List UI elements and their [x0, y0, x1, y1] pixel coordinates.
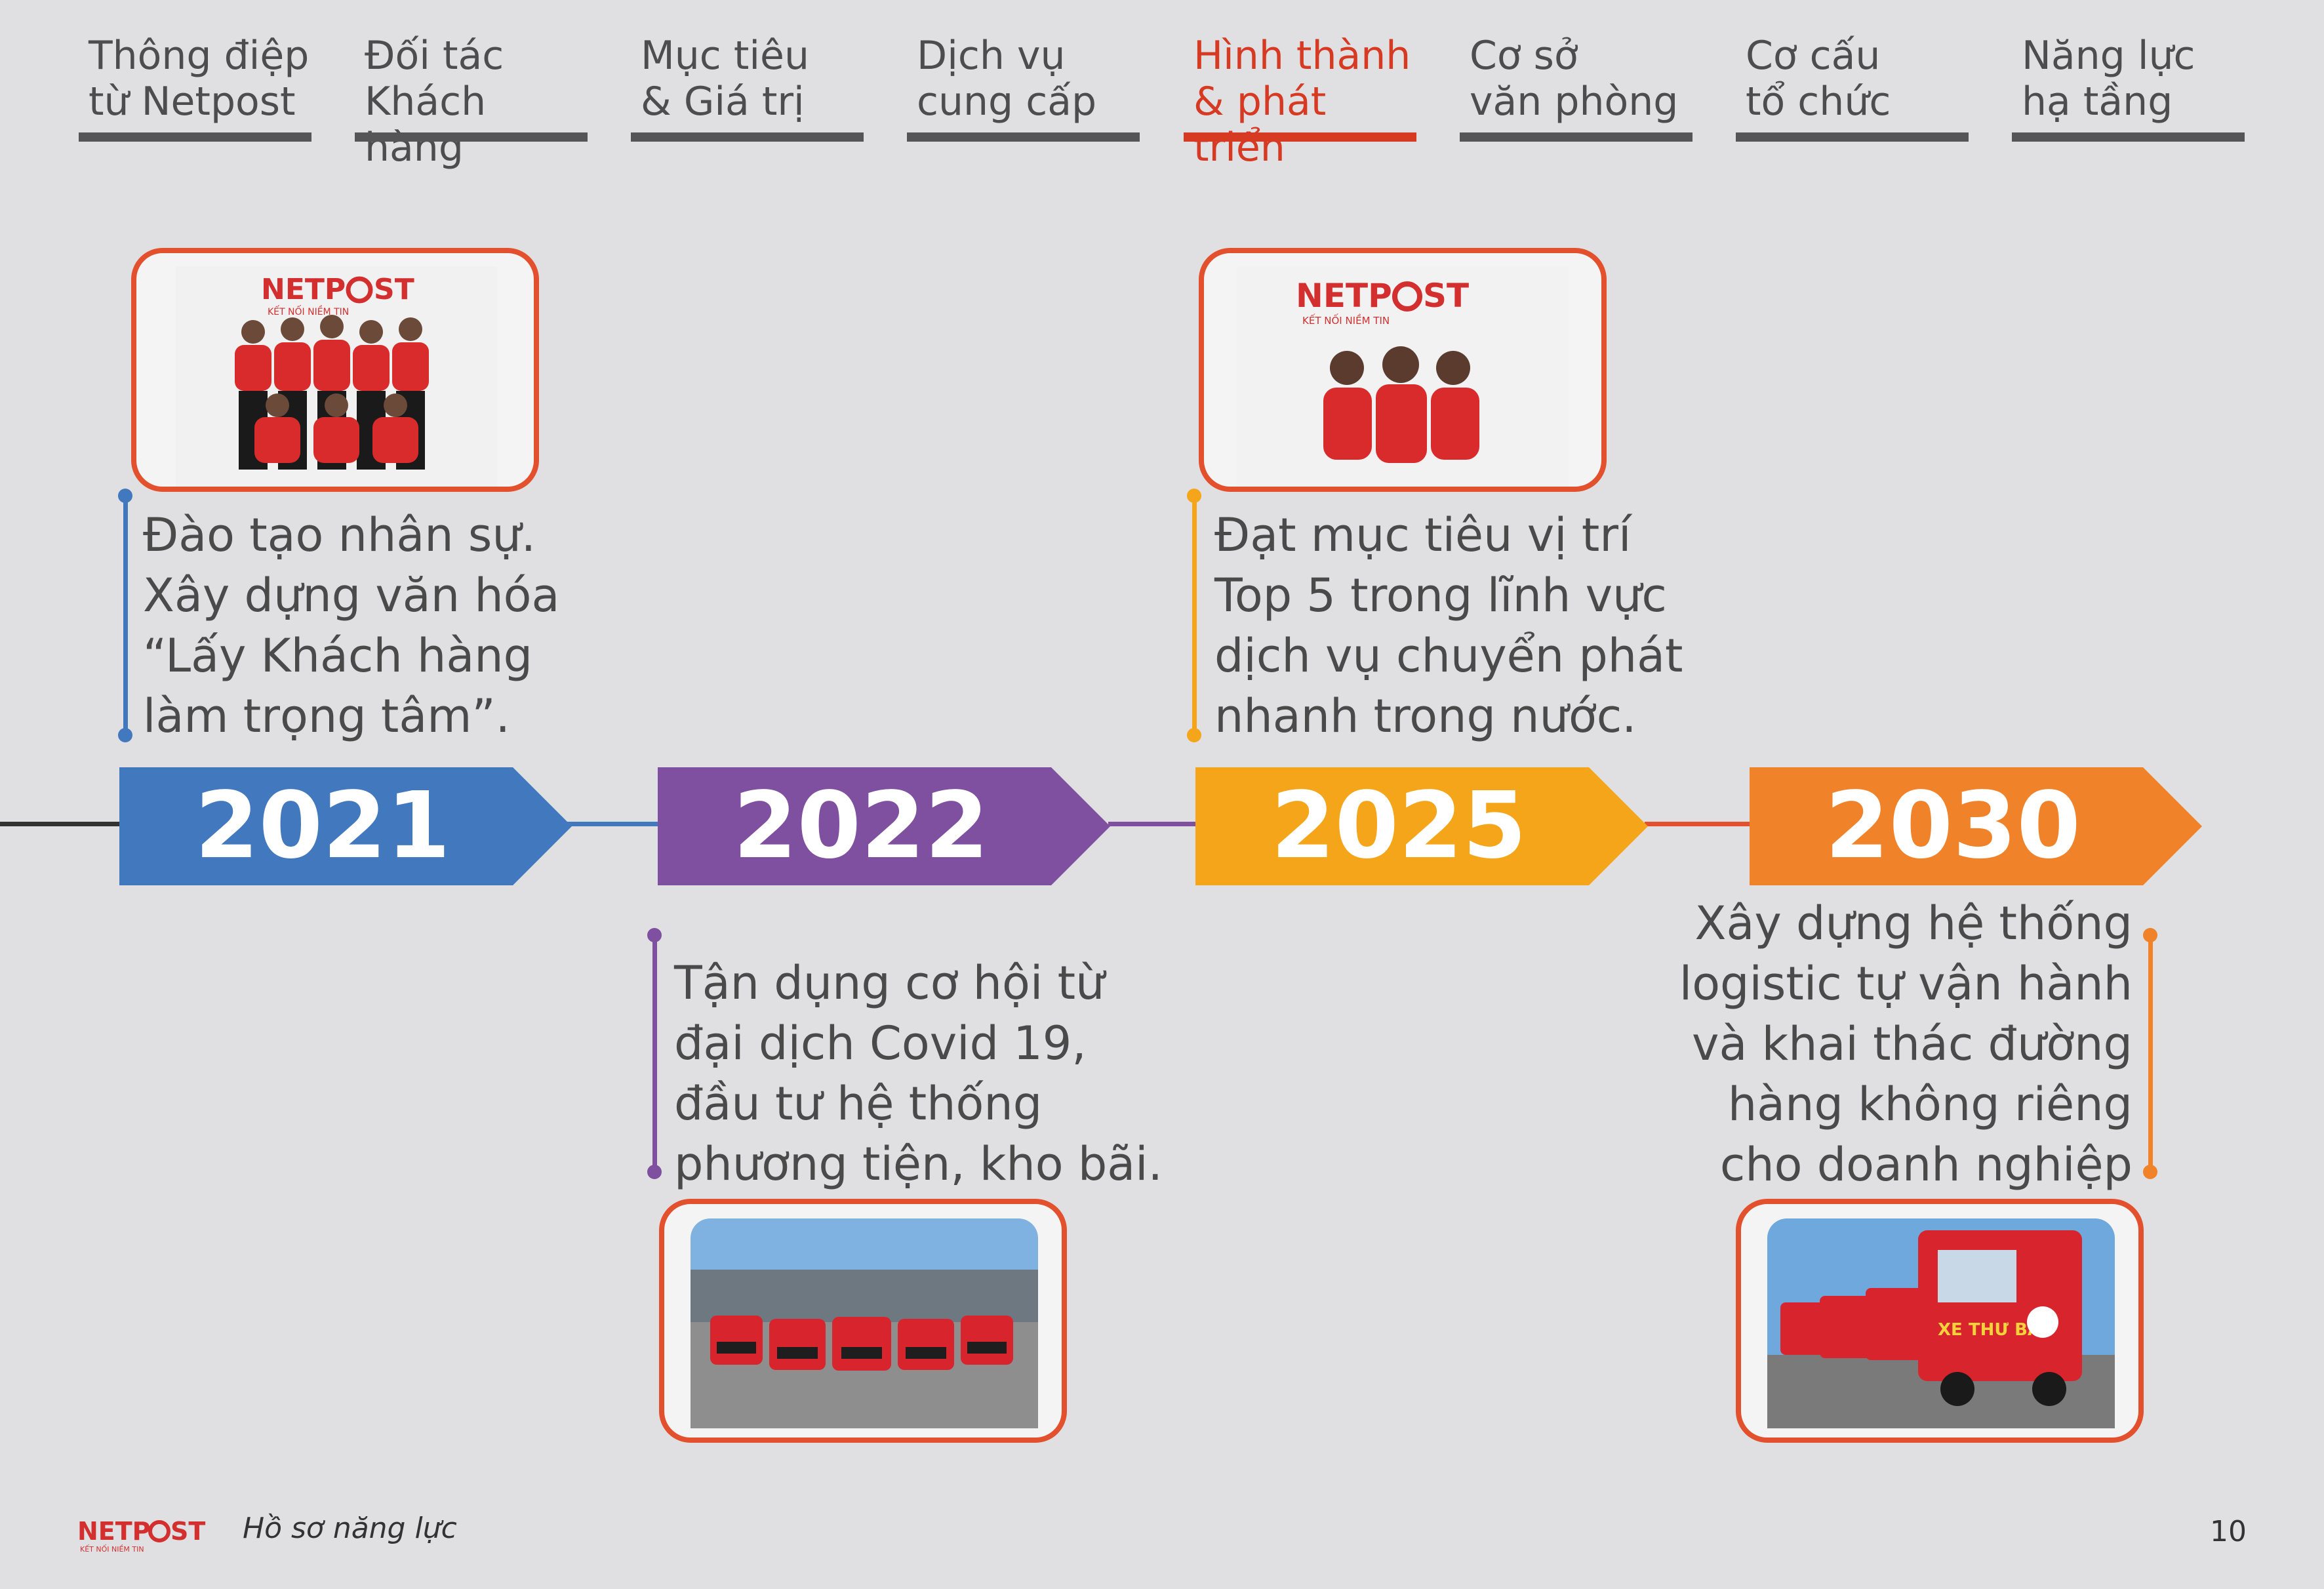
year-arrow-2030: 2030 [1750, 767, 2202, 885]
year-label: 2022 [733, 773, 989, 879]
vans-photo [659, 1199, 1067, 1443]
tab-underline [2012, 132, 2245, 142]
page-number: 10 [2210, 1515, 2247, 1548]
timeline-dot [118, 728, 132, 742]
timeline-stem [2148, 935, 2153, 1173]
timeline-dot [2143, 928, 2157, 942]
trucks-photo: XE THƯ BÁO [1736, 1199, 2144, 1443]
tab-co-cau[interactable]: Cơ cấu tổ chức [1736, 33, 1969, 144]
tab-thong-diep[interactable]: Thông điệp từ Netpost [79, 33, 311, 144]
milestone-text-2022: Tận dụng cơ hội từ đại dịch Covid 19, đầ… [674, 956, 1163, 1191]
year-arrow-2025: 2025 [1195, 767, 1648, 885]
tab-label: Thông điệp từ Netpost [89, 33, 310, 125]
tab-underline [1184, 132, 1416, 142]
svg-text:NETP: NETP [1296, 277, 1392, 315]
timeline-dot [1187, 728, 1201, 742]
tab-label: Năng lực hạ tầng [2022, 33, 2195, 125]
tab-label: Cơ cấu tổ chức [1746, 33, 1891, 125]
timeline-stem [652, 935, 657, 1173]
tab-underline [355, 132, 588, 142]
tab-hinh-thanh[interactable]: Hình thành & phát triển [1184, 33, 1416, 171]
timeline-stem [123, 496, 128, 736]
tab-label: Hình thành & phát triển [1193, 33, 1411, 171]
milestone-text-2025: Đạt mục tiêu vị trí Top 5 trong lĩnh vực… [1214, 508, 1683, 743]
section-nav: Thông điệp từ Netpost Đối tác Khách hàng… [79, 33, 2249, 171]
timeline-connector [1108, 822, 1200, 826]
svg-text:ST: ST [170, 1517, 205, 1546]
tab-underline [79, 132, 311, 142]
tab-label: Đối tác Khách hàng [365, 33, 504, 171]
team-photo: NETP ST KẾT NỐI NIỀM TIN [131, 248, 539, 492]
tab-underline [907, 132, 1140, 142]
year-label: 2025 [1271, 773, 1527, 879]
tab-underline [1736, 132, 1969, 142]
svg-text:KẾT NỐI NIỀM TIN: KẾT NỐI NIỀM TIN [1302, 313, 1390, 327]
timeline-connector [564, 822, 662, 826]
year-arrow-2021: 2021 [119, 767, 572, 885]
milestone-text-2021: Đào tạo nhân sự. Xây dựng văn hóa “Lấy K… [143, 508, 560, 743]
timeline-stem [1192, 496, 1197, 736]
timeline-dot [647, 1165, 662, 1179]
staff-photo: NETP ST KẾT NỐI NIỀM TIN [1199, 248, 1607, 492]
tab-label: Cơ sở văn phòng [1470, 33, 1679, 125]
tab-underline [1460, 132, 1693, 142]
timeline-dot [2143, 1165, 2157, 1179]
tab-co-so[interactable]: Cơ sở văn phòng [1460, 33, 1693, 144]
tab-label: Dịch vụ cung cấp [917, 33, 1097, 125]
svg-text:ST: ST [1423, 277, 1469, 315]
svg-text:NETP: NETP [77, 1517, 151, 1546]
tab-dich-vu[interactable]: Dịch vụ cung cấp [907, 33, 1140, 144]
footer-title: Hồ sơ năng lực [243, 1512, 457, 1545]
tab-muc-tieu[interactable]: Mục tiêu & Giá trị [631, 33, 864, 144]
timeline-dot [647, 928, 662, 942]
photo-logo-text: NETP [261, 273, 346, 306]
timeline-connector [1645, 822, 1753, 826]
timeline-dot [1187, 489, 1201, 503]
tab-label: Mục tiêu & Giá trị [641, 33, 809, 125]
tab-doi-tac[interactable]: Đối tác Khách hàng [355, 33, 588, 171]
year-label: 2030 [1825, 773, 2081, 879]
timeline-dot [118, 489, 132, 503]
svg-text:ST: ST [374, 273, 414, 306]
timeline-lead-line [0, 822, 121, 826]
tab-nang-luc[interactable]: Năng lực hạ tầng [2012, 33, 2245, 144]
year-label: 2021 [195, 773, 451, 879]
year-arrow-2022: 2022 [658, 767, 1110, 885]
svg-text:KẾT NỐI NIỀM TIN: KẾT NỐI NIỀM TIN [268, 305, 349, 317]
svg-text:KẾT NỐI NIỀM TIN: KẾT NỐI NIỀM TIN [80, 1544, 144, 1554]
footer-logo: NETP ST KẾT NỐI NIỀM TIN [77, 1515, 235, 1557]
tab-underline [631, 132, 864, 142]
milestone-text-2030: Xây dựng hệ thống logistic tự vận hành v… [1679, 896, 2133, 1192]
